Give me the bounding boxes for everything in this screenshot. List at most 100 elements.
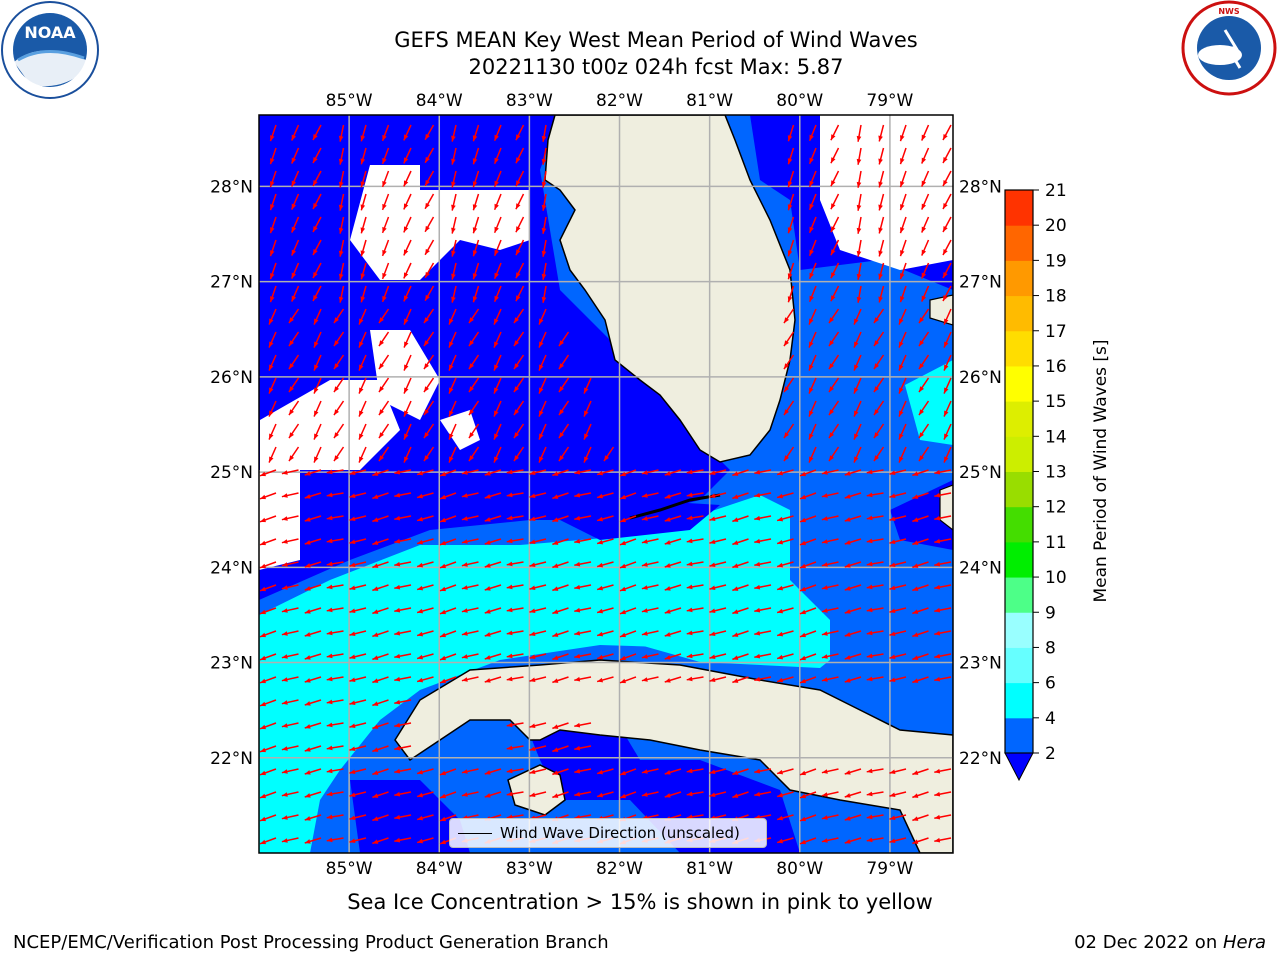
wave-direction-arrow [493, 354, 502, 371]
wave-direction-arrow [934, 630, 952, 636]
wave-direction-arrow [326, 515, 344, 521]
lon-label-bottom: 82°W [596, 859, 643, 879]
chart-subtitle: 20221130 t00z 024h fcst Max: 5.87 [468, 55, 844, 79]
colorbar-segment [1005, 471, 1033, 508]
wave-direction-arrow [889, 837, 907, 844]
wave-direction-arrow [921, 147, 930, 164]
wave-direction-arrow [934, 837, 952, 843]
wave-direction-arrow [878, 170, 885, 188]
wave-direction-arrow [416, 515, 434, 522]
wave-direction-arrow [304, 722, 322, 729]
wave-direction-arrow [776, 791, 794, 798]
lon-label-bottom: 79°W [866, 859, 913, 879]
wave-direction-arrow [372, 676, 389, 684]
wave-direction-arrow [513, 446, 525, 462]
lon-label-top: 79°W [866, 91, 913, 111]
wave-direction-arrow [313, 377, 322, 394]
wave-direction-arrow [439, 676, 457, 684]
wave-direction-arrow [899, 124, 907, 142]
wave-direction-arrow [912, 584, 929, 592]
wave-direction-arrow [912, 791, 929, 799]
wave-direction-arrow [378, 331, 390, 347]
lat-label-left: 24°N [210, 558, 253, 578]
wave-direction-arrow [326, 538, 344, 544]
wave-direction-arrow [358, 377, 367, 394]
wave-direction-arrow [423, 377, 435, 393]
wave-direction-arrow [808, 423, 817, 440]
wave-direction-arrow [281, 653, 299, 659]
wave-direction-arrow [943, 423, 952, 440]
credit-left: NCEP/EMC/Verification Post Processing Pr… [13, 932, 609, 953]
wave-direction-arrow [468, 377, 480, 393]
wave-direction-arrow [754, 653, 772, 659]
wave-direction-arrow [403, 262, 412, 279]
wave-direction-arrow [291, 170, 300, 187]
wave-direction-arrow [754, 676, 772, 682]
wave-direction-arrow [529, 515, 547, 522]
wave-direction-arrow [641, 653, 659, 659]
wave-direction-arrow [304, 584, 322, 591]
wave-direction-arrow [304, 492, 322, 499]
wave-direction-arrow [709, 630, 727, 637]
wave-direction-arrow [372, 538, 389, 546]
wave-direction-arrow [619, 469, 637, 477]
wave-direction-arrow [934, 607, 952, 613]
wave-direction-arrow [468, 331, 480, 347]
wave-direction-arrow [416, 538, 434, 545]
wave-direction-arrow [783, 354, 795, 370]
wave-direction-arrow [821, 538, 839, 544]
wave-direction-arrow [403, 285, 412, 302]
colorbar-tick-label: 16 [1045, 357, 1067, 377]
wave-direction-arrow [439, 469, 457, 477]
wave-direction-arrow [844, 515, 862, 522]
wave-direction-arrow [866, 538, 884, 544]
map-legend: Wind Wave Direction (unscaled) [449, 818, 767, 848]
wave-direction-arrow [312, 216, 322, 233]
wave-direction-arrow [844, 492, 862, 499]
wave-direction-arrow [326, 676, 344, 682]
wave-direction-arrow [403, 193, 412, 210]
wave-direction-arrow [830, 124, 840, 141]
wave-direction-arrow [394, 469, 412, 475]
lat-label-left: 28°N [210, 177, 253, 197]
wave-direction-arrow [558, 400, 570, 416]
wave-direction-arrow [552, 791, 569, 799]
wave-direction-arrow [921, 193, 930, 210]
wave-direction-arrow [378, 308, 390, 324]
wave-direction-arrow [493, 216, 502, 234]
wave-direction-arrow [403, 239, 412, 256]
lat-label-left: 25°N [210, 463, 253, 483]
wave-direction-arrow [538, 446, 547, 463]
colorbar-segment [1005, 365, 1033, 402]
wave-direction-arrow [921, 216, 930, 233]
wave-direction-arrow [878, 239, 885, 257]
wave-direction-arrow [830, 239, 840, 256]
wave-direction-arrow [529, 653, 547, 660]
wave-direction-arrow [808, 446, 817, 463]
wave-direction-arrow [349, 607, 367, 614]
wave-direction-arrow [853, 423, 862, 440]
land-layer [394, 115, 953, 853]
wave-direction-arrow [821, 768, 839, 774]
wave-direction-arrow [304, 561, 322, 568]
wave-direction-arrow [889, 515, 907, 522]
wave-direction-arrow [394, 515, 412, 521]
wave-direction-arrow [333, 446, 345, 462]
wave-direction-arrow [574, 607, 592, 613]
colorbar-segment [1005, 401, 1033, 437]
wave-direction-arrow [821, 791, 839, 797]
wave-direction-arrow [787, 216, 795, 234]
wave-direction-arrow [783, 308, 795, 324]
wave-direction-arrow [574, 676, 592, 682]
wave-direction-arrow [918, 308, 930, 324]
wave-direction-arrow [583, 423, 592, 440]
wave-direction-arrow [918, 331, 930, 347]
wave-direction-arrow [709, 676, 727, 683]
wave-direction-arrow [912, 630, 929, 638]
wave-direction-arrow [889, 584, 907, 591]
wave-direction-arrow [515, 124, 525, 141]
wave-direction-arrow [381, 124, 390, 142]
wave-direction-arrow [844, 584, 862, 591]
wave-direction-arrow [304, 538, 322, 545]
wave-direction-arrow [493, 331, 502, 348]
